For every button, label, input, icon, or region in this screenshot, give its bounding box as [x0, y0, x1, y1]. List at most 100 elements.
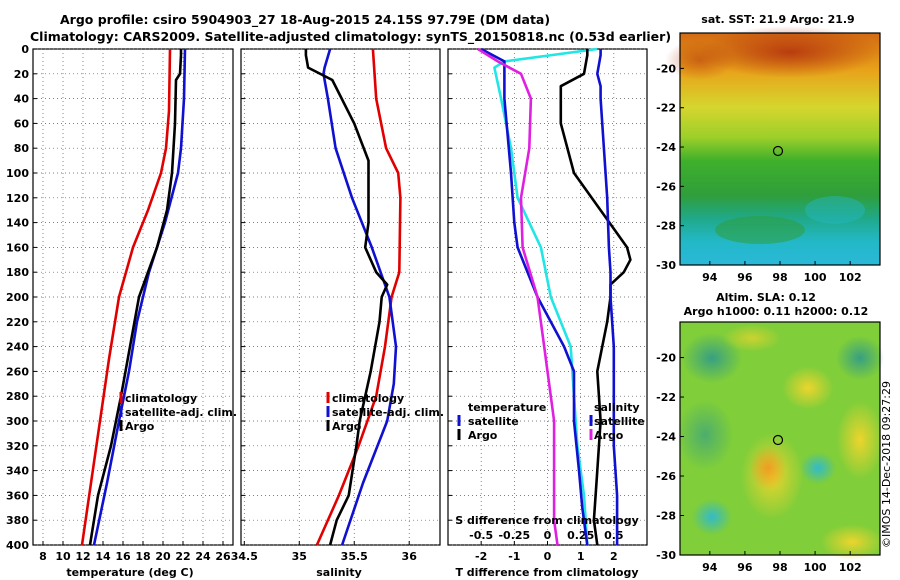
- depth-tick-label: 220: [6, 316, 29, 329]
- x-tick-label: 16: [115, 550, 131, 563]
- x-tick-label: 24: [195, 550, 211, 563]
- legend-heading: salinity: [594, 401, 640, 414]
- legend-label: Argo: [468, 429, 498, 442]
- series-line-argo: [88, 49, 183, 546]
- figure-title-line1: Argo profile: csiro 5904903_27 18-Aug-20…: [60, 12, 551, 27]
- legend-label: climatology: [125, 392, 197, 405]
- series-line-argo: [304, 49, 389, 546]
- depth-tick-label: 280: [6, 390, 29, 403]
- depth-tick-label: 180: [6, 266, 29, 279]
- depth-tick-label: 240: [6, 341, 29, 354]
- series-line-salinity-difference: [477, 47, 559, 546]
- map-x-tick-label: 94: [702, 271, 718, 284]
- map-x-tick-label: 100: [804, 271, 827, 284]
- map-y-tick-label: -22: [656, 102, 676, 115]
- map-x-tick-label: 102: [839, 271, 862, 284]
- argo-location-marker: [772, 145, 784, 157]
- x-top-tick-label: 0.5: [604, 529, 624, 542]
- s-difference-axis-label: S difference from climatology: [455, 514, 639, 527]
- salinity-axis-label: salinity: [316, 566, 362, 579]
- x-top-tick-label: 0: [544, 529, 552, 542]
- map-y-tick-label: -30: [656, 259, 676, 272]
- depth-tick-label: 380: [6, 514, 29, 527]
- legend-label: satellite: [594, 415, 645, 428]
- depth-tick-label: 160: [6, 241, 29, 254]
- temperature-axis-label: temperature (deg C): [66, 566, 193, 579]
- x-tick-label: -1: [508, 550, 520, 563]
- x-tick-label: 8: [39, 550, 47, 563]
- series-line-salinity-argo: [595, 49, 619, 545]
- legend-label: climatology: [332, 392, 404, 405]
- depth-tick-label: 0: [21, 43, 29, 56]
- map-y-tick-label: -26: [656, 180, 676, 193]
- legend-heading: temperature: [468, 401, 546, 414]
- map-x-tick-label: 94: [702, 561, 718, 574]
- map-y-tick-label: -24: [656, 431, 676, 444]
- map-x-tick-label: 100: [804, 561, 827, 574]
- legend-label: satellite: [468, 415, 519, 428]
- depth-tick-label: 260: [6, 365, 29, 378]
- t-difference-axis-label: T difference from climatology: [455, 566, 638, 579]
- x-tick-label: 18: [135, 550, 150, 563]
- legend-label: satellite-adj. clim.: [332, 406, 444, 419]
- x-top-tick-label: -0.5: [469, 529, 493, 542]
- x-tick-label: 36: [402, 550, 418, 563]
- series-line-satellite-adj-clim-: [322, 48, 398, 546]
- depth-tick-label: 400: [6, 539, 29, 552]
- depth-tick-label: 100: [6, 167, 29, 180]
- map-y-tick-label: -20: [656, 62, 676, 75]
- legend-label: Argo: [332, 420, 362, 433]
- sla-map-subtitle: Argo h1000: 0.11 h2000: 0.12: [684, 305, 869, 318]
- map-y-tick-label: -22: [656, 391, 676, 404]
- depth-tick-label: 120: [6, 192, 29, 205]
- map-y-tick-label: -26: [656, 470, 676, 483]
- legend-label: Argo: [594, 429, 624, 442]
- x-tick-label: 20: [155, 550, 171, 563]
- map-y-tick-label: -20: [656, 352, 676, 365]
- map-y-tick-label: -28: [656, 510, 676, 523]
- map-x-tick-label: 98: [772, 271, 787, 284]
- sst-map-title: sat. SST: 21.9 Argo: 21.9: [701, 13, 854, 26]
- depth-tick-label: 200: [6, 291, 29, 304]
- map-y-tick-label: -28: [656, 220, 676, 233]
- figure-title-line2: Climatology: CARS2009. Satellite-adjuste…: [30, 29, 672, 44]
- argo-location-marker-sla: [772, 434, 784, 446]
- map-x-tick-label: 98: [772, 561, 787, 574]
- x-tick-label: 35: [292, 550, 307, 563]
- sst-map: [665, 26, 881, 266]
- depth-tick-label: 60: [14, 117, 30, 130]
- sla-map: [677, 321, 884, 560]
- x-tick-label: 34.5: [231, 550, 258, 563]
- x-tick-label: 2: [610, 550, 618, 563]
- depth-tick-label: 20: [14, 68, 30, 81]
- map-y-tick-label: -24: [656, 141, 676, 154]
- series-line-temperature-argo: [559, 49, 632, 546]
- legend-label: Argo: [125, 420, 155, 433]
- x-tick-label: -2: [475, 550, 487, 563]
- depth-tick-label: 80: [14, 142, 30, 155]
- x-tick-label: 0: [544, 550, 552, 563]
- series-line-climatology: [80, 48, 172, 546]
- legend-label: satellite-adj. clim.: [125, 406, 237, 419]
- map-y-tick-label: -30: [656, 549, 676, 562]
- x-top-tick-label: 0.25: [567, 529, 594, 542]
- x-tick-label: 1: [577, 550, 585, 563]
- x-top-tick-label: -0.25: [498, 529, 530, 542]
- depth-tick-label: 40: [14, 93, 30, 106]
- sla-map-title: Altim. SLA: 0.12: [716, 291, 816, 304]
- depth-tick-label: 340: [6, 465, 29, 478]
- depth-tick-label: 320: [6, 440, 29, 453]
- depth-tick-label: 360: [6, 489, 29, 502]
- map-x-tick-label: 102: [839, 561, 862, 574]
- map-x-tick-label: 96: [737, 271, 753, 284]
- x-tick-label: 14: [95, 550, 111, 563]
- x-tick-label: 35.5: [341, 550, 368, 563]
- x-tick-label: 22: [175, 550, 190, 563]
- map-x-tick-label: 96: [737, 561, 753, 574]
- credit-text: ©IMOS 14-Dec-2018 09:27:29: [880, 381, 893, 548]
- x-tick-label: 26: [215, 550, 231, 563]
- salinity-panel: [240, 48, 441, 546]
- x-tick-label: 12: [75, 550, 90, 563]
- depth-tick-label: 300: [6, 415, 29, 428]
